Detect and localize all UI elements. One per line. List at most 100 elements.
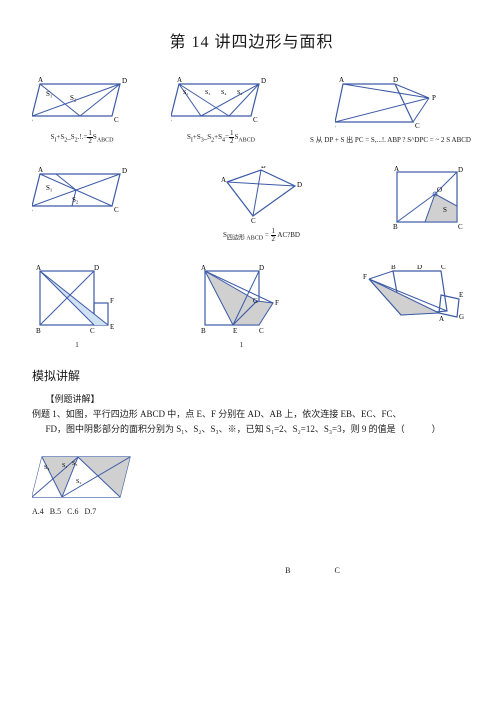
page-title: 第 14 讲四边形与面积 xyxy=(32,28,471,52)
svg-text:C: C xyxy=(114,116,119,124)
svg-text:P: P xyxy=(432,94,436,102)
svg-text:A: A xyxy=(36,265,41,272)
figure-row-1: A D B C S₁ S₂ SI+S2_S2.!.=12SABCD A D B C S₁… xyxy=(32,76,471,146)
bottom-row: B C xyxy=(32,566,471,575)
section-heading: 模拟讲解 xyxy=(32,367,471,384)
diagram-square-1: AD BC O S xyxy=(391,166,471,230)
svg-text:A: A xyxy=(439,315,444,323)
svg-text:O: O xyxy=(437,186,442,194)
svg-text:G: G xyxy=(253,297,258,305)
option-a: A.4 xyxy=(32,507,44,516)
svg-text:C: C xyxy=(415,122,420,130)
svg-text:S₁: S₁ xyxy=(46,90,52,98)
svg-text:B: B xyxy=(261,166,266,170)
svg-text:S₃: S₃ xyxy=(72,461,77,467)
svg-text:C: C xyxy=(259,327,264,335)
problem-line-2: FD，图中阴影部分的面积分别为 S₁、S₂、S₃、※，已知 S₁=2、S₂=12… xyxy=(32,422,471,437)
diagram-square-ext-2: A D B C E F G xyxy=(197,265,287,337)
option-c: C.6 xyxy=(67,507,78,516)
page: 第 14 讲四边形与面积 A D B C S₁ S₂ SI+S2_S2.!.=12S… xyxy=(0,0,503,615)
svg-text:C: C xyxy=(441,265,446,271)
svg-text:S₄: S₄ xyxy=(44,465,49,471)
fig-3-2: AD BC EF G 1 xyxy=(197,265,287,351)
fig-1-3: A D B C P S 从 DP + S 出 PC = S,...!. ABP ? … xyxy=(310,76,471,146)
options-row: A.4 B.5 C.6 D.7 xyxy=(32,507,96,516)
diagram-quadrilateral-1: A D B C P xyxy=(335,76,445,132)
svg-text:C: C xyxy=(253,116,258,124)
svg-text:A: A xyxy=(221,176,226,184)
caption-1-2: SI+S3_S2+S4=12SABCD xyxy=(187,130,255,145)
svg-text:D: D xyxy=(393,76,398,84)
svg-text:F: F xyxy=(110,297,114,305)
caption-1-3: S 从 DP + S 出 PC = S,...!. ABP ? S^DPC = … xyxy=(310,136,471,146)
fig-1-1: A D B C S₁ S₂ SI+S2_S2.!.=12SABCD xyxy=(32,76,132,145)
diagram-parallelogram-1: A D B C S₁ S₂ xyxy=(32,76,132,126)
svg-text:B: B xyxy=(335,122,336,130)
svg-text:A: A xyxy=(201,265,206,272)
svg-text:S₁: S₁ xyxy=(46,184,52,192)
svg-text:A: A xyxy=(38,76,43,84)
svg-text:C: C xyxy=(114,206,119,214)
figure-row-2: A D B C S₁ S₂ A B C D S四边形 ABCD = 12 AC?BD xyxy=(32,166,471,243)
fig-1-2: A D B C S₁ S₃ S₄ S₂ SI+S3_S2+S4=12SABCD xyxy=(171,76,271,145)
svg-text:B: B xyxy=(201,327,206,335)
fig-2-2: A B C D S四边形 ABCD = 12 AC?BD xyxy=(217,166,307,243)
svg-text:F: F xyxy=(275,299,279,307)
svg-text:C: C xyxy=(90,327,95,335)
svg-text:F: F xyxy=(363,273,367,281)
fig-3-3: F B C D E G A xyxy=(361,265,471,329)
svg-text:E: E xyxy=(459,291,463,299)
example-block: 【例题讲解】 例题 1、如图，平行四边形 ABCD 中，点 E、F 分别在 AD… xyxy=(32,392,471,438)
svg-text:S₂: S₂ xyxy=(70,94,77,102)
svg-text:D: D xyxy=(94,265,99,272)
diagram-kite: A B C D xyxy=(217,166,307,224)
svg-text:C: C xyxy=(251,217,256,224)
svg-text:B: B xyxy=(32,116,33,124)
svg-text:D: D xyxy=(122,77,127,85)
svg-text:D: D xyxy=(261,77,266,85)
svg-text:B: B xyxy=(36,327,41,335)
svg-text:D: D xyxy=(122,167,127,175)
svg-text:A: A xyxy=(38,166,43,174)
svg-text:S₁: S₁ xyxy=(62,463,67,469)
svg-text:S₃: S₃ xyxy=(205,90,210,96)
caption-3-1: 1 xyxy=(75,341,79,351)
svg-text:S₄: S₄ xyxy=(221,90,226,96)
diagram-square-ext-1: A D B C E F xyxy=(32,265,122,337)
svg-text:S₂: S₂ xyxy=(237,90,242,96)
svg-text:B: B xyxy=(32,206,33,214)
example-tag: 【例题讲解】 xyxy=(32,392,471,407)
fig-3-1: A D B C E F 1 xyxy=(32,265,122,351)
svg-text:S₂: S₂ xyxy=(72,196,79,204)
svg-text:G: G xyxy=(459,313,464,321)
problem-line-1: 例题 1、如图，平行四边形 ABCD 中，点 E、F 分别在 AD、AB 上，依… xyxy=(32,409,402,419)
diagram-parallelogram-3: A D B C S₁ S₂ xyxy=(32,166,132,216)
diagram-example: S₄ S₁ S₃ S₂ xyxy=(32,451,142,505)
svg-text:S₁: S₁ xyxy=(183,90,188,96)
svg-text:S₂: S₂ xyxy=(76,479,81,485)
fig-2-1: A D B C S₁ S₂ xyxy=(32,166,132,216)
option-b: B.5 xyxy=(50,507,61,516)
bottom-b: B xyxy=(285,566,290,575)
svg-text:D: D xyxy=(297,181,302,189)
svg-text:B: B xyxy=(171,116,172,124)
bottom-c: C xyxy=(335,566,340,575)
svg-text:E: E xyxy=(110,323,114,331)
svg-text:A: A xyxy=(177,76,182,84)
svg-text:B: B xyxy=(391,265,396,271)
diagram-two-squares: F B C D E G A xyxy=(361,265,471,329)
caption-2-2: S四边形 ABCD = 12 AC?BD xyxy=(223,228,300,243)
svg-text:D: D xyxy=(259,265,264,272)
svg-text:C: C xyxy=(458,223,463,230)
svg-text:E: E xyxy=(233,327,237,335)
svg-text:S: S xyxy=(443,206,447,214)
fig-2-3: AD BC O S xyxy=(391,166,471,230)
svg-text:D: D xyxy=(417,265,422,271)
caption-1-1: SI+S2_S2.!.=12SABCD xyxy=(50,130,113,145)
diagram-parallelogram-2: A D B C S₁ S₃ S₄ S₂ xyxy=(171,76,271,126)
figure-row-3: A D B C E F 1 A D B C E F G 1 xyxy=(32,265,471,351)
svg-text:A: A xyxy=(394,166,399,173)
svg-text:A: A xyxy=(339,76,344,84)
option-d: D.7 xyxy=(84,507,96,516)
svg-text:B: B xyxy=(393,223,398,230)
